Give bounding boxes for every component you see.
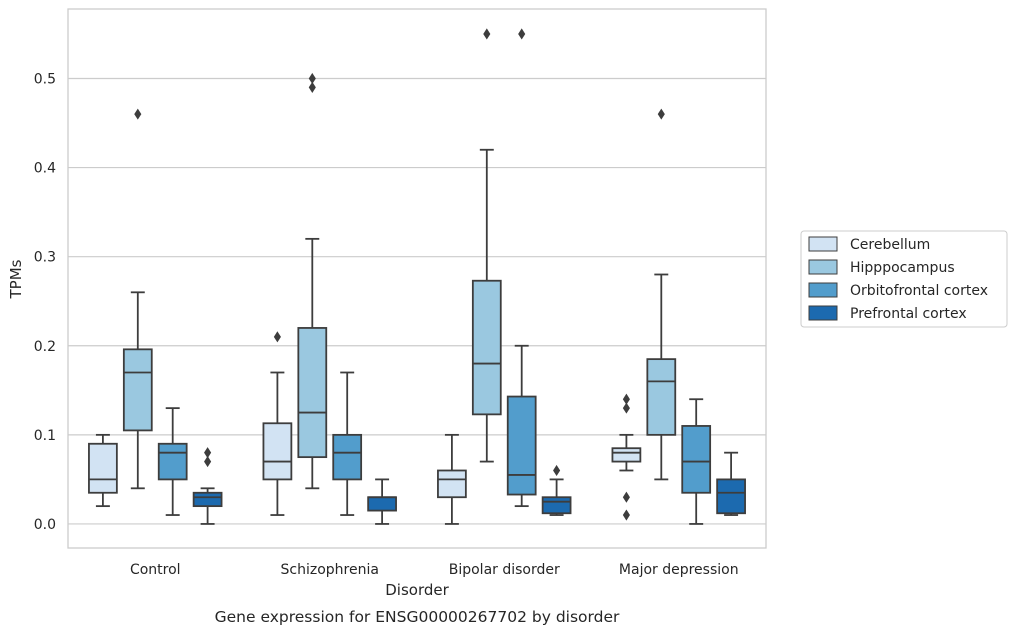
- box-group: [332, 371, 363, 516]
- box: [192, 491, 223, 508]
- outlier-point: [622, 491, 630, 503]
- box-group: [471, 28, 502, 463]
- box-group: [506, 28, 537, 508]
- box: [681, 425, 712, 494]
- legend[interactable]: Cerebellum Hipppocampus Orbitofrontal cort…: [800, 230, 1008, 328]
- legend-label: Cerebellum: [850, 237, 930, 253]
- legend-item[interactable]: Orbitofrontal cortex: [808, 282, 988, 299]
- x-tick-label: Bipolar disorder: [449, 562, 560, 578]
- legend-label: Prefrontal cortex: [850, 306, 967, 322]
- chart-caption: Gene expression for ENSG00000267702 by d…: [215, 608, 620, 626]
- box: [332, 433, 363, 481]
- box-group: [437, 433, 467, 525]
- outlier-point: [622, 402, 630, 414]
- x-tick-label: Major depression: [619, 562, 739, 578]
- box: [88, 442, 118, 494]
- outlier-point: [204, 456, 212, 468]
- legend-label: Hipppocampus: [850, 260, 955, 276]
- x-tick-label: Schizophrenia: [281, 562, 379, 578]
- x-axis-label: Disorder: [385, 581, 449, 599]
- outlier-point: [483, 28, 491, 40]
- outlier-point: [273, 331, 281, 343]
- legend-item[interactable]: Prefrontal cortex: [808, 305, 967, 322]
- box-group: [122, 108, 153, 490]
- box-group: [611, 393, 642, 521]
- legend-item[interactable]: Hipppocampus: [808, 259, 955, 276]
- box: [367, 496, 397, 512]
- y-tick-label: 0.4: [34, 161, 56, 177]
- y-tick-label: 0.5: [34, 71, 56, 87]
- box-group: [88, 433, 118, 508]
- x-tick-labels: Control Schizophrenia Bipolar disorder Majo…: [130, 562, 739, 578]
- box: [716, 478, 746, 515]
- y-tick-label: 0.2: [34, 339, 56, 355]
- outlier-point: [134, 108, 142, 120]
- y-tick-label: 0.3: [34, 250, 56, 266]
- box: [471, 279, 502, 416]
- legend-swatch: [808, 282, 838, 298]
- box: [122, 348, 153, 432]
- box-group: [716, 451, 746, 516]
- outlier-point: [518, 28, 526, 40]
- legend-swatch: [808, 236, 838, 252]
- box: [297, 327, 328, 459]
- outlier-point: [553, 464, 561, 477]
- box: [157, 442, 188, 481]
- legend-swatch: [808, 305, 838, 321]
- box: [646, 358, 677, 436]
- box-group: [681, 398, 712, 525]
- box-group: [646, 108, 677, 481]
- box-group: [297, 72, 328, 490]
- box-group: [157, 407, 188, 516]
- outlier-point: [308, 81, 316, 93]
- box-group: [367, 478, 397, 525]
- boxes: [88, 28, 746, 525]
- x-tick-label: Control: [130, 562, 181, 578]
- legend-swatch: [808, 259, 838, 275]
- y-tick-label: 0.0: [34, 517, 56, 533]
- legend-item[interactable]: Cerebellum: [808, 236, 930, 253]
- box-group: [541, 464, 572, 516]
- box: [506, 395, 537, 496]
- y-tick-labels: 0.0 0.1 0.2 0.3 0.4 0.5: [34, 71, 56, 532]
- outlier-point: [622, 509, 630, 521]
- box: [541, 496, 572, 515]
- box-group: [262, 331, 293, 516]
- y-axis-label: TPMs: [7, 259, 25, 299]
- legend-frame: [800, 230, 1008, 328]
- box: [262, 422, 293, 481]
- box-group: [192, 447, 223, 525]
- box: [437, 469, 467, 499]
- box: [611, 447, 642, 463]
- y-tick-label: 0.1: [34, 428, 56, 444]
- legend-label: Orbitofrontal cortex: [850, 283, 988, 299]
- outlier-point: [657, 108, 665, 120]
